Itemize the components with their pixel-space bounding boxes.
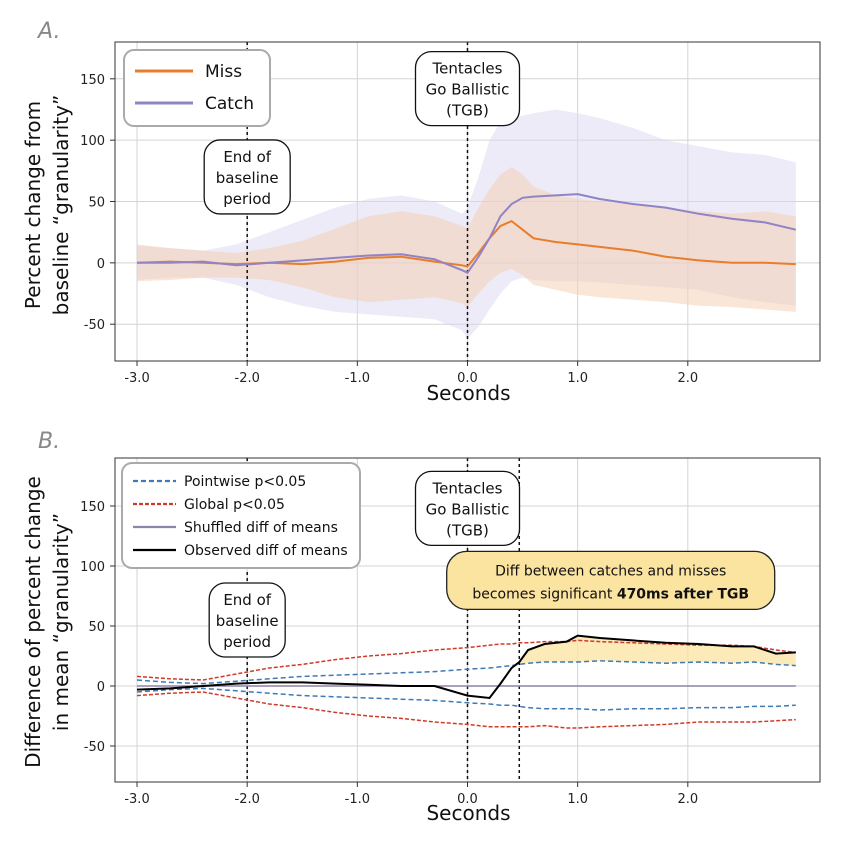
y-axis-title: baseline “granularity” [49, 95, 73, 316]
highlight-box [446, 550, 776, 611]
x-tick-label: -2.0 [235, 371, 260, 386]
significant-region [519, 635, 796, 666]
legend-label: Pointwise p<0.05 [184, 474, 306, 490]
legend-label: Catch [205, 94, 254, 114]
x-tick-label: -3.0 [124, 371, 149, 386]
x-tick-label: -1.0 [345, 371, 370, 386]
x-tick-label: 1.0 [567, 792, 588, 807]
y-axis-title: Difference of percent change [21, 476, 45, 768]
y-tick-label: 150 [80, 500, 105, 515]
x-tick-label: -2.0 [235, 792, 260, 807]
series-line-upper [136, 660, 796, 685]
callout-text: (TGB) [446, 521, 489, 539]
x-tick-label: -3.0 [124, 792, 149, 807]
callout-box [203, 139, 291, 215]
y-tick-label: 0 [97, 680, 105, 695]
highlight-line2: becomes significant 470ms after TGB [472, 586, 749, 602]
series-line-observed-diff-of-means [136, 634, 796, 700]
series-line-lower [136, 691, 796, 729]
x-tick-label: 2.0 [677, 371, 698, 386]
chart-panel-a: A. -3.0 -2.0 -1.0 0.0 1.0 2.0 -50 0 50 100 150 Secon… [21, 19, 821, 405]
y-tick-label: -50 [84, 318, 105, 333]
legend-label: Observed diff of means [184, 543, 348, 559]
callout-text: Tentacles [432, 60, 503, 78]
panel-label: A. [36, 19, 60, 44]
panel-label: B. [38, 429, 60, 454]
y-tick-label: 150 [80, 73, 105, 88]
y-tick-label: 100 [80, 134, 105, 149]
callout-box [414, 50, 521, 127]
callout-text: baseline [216, 169, 279, 187]
y-tick-label: 100 [80, 560, 105, 575]
callout-text: Go Ballistic [426, 500, 510, 518]
series-line-catch [137, 193, 797, 274]
callout-text: baseline [216, 612, 279, 630]
callout-text: (TGB) [446, 102, 489, 120]
callout-text: Go Ballistic [426, 81, 510, 99]
callout-text: period [223, 633, 271, 651]
highlight-line1: Diff between catches and misses [495, 563, 726, 579]
chart-panel-b: B. -3.0 -2.0 -1.0 0.0 1.0 2.0 -50 0 50 100 150 Secon… [21, 429, 821, 825]
series-line-lower [136, 687, 796, 711]
callout-text: End of [223, 148, 271, 166]
y-tick-label: 50 [88, 620, 105, 635]
legend-label: Shuffled diff of means [184, 520, 338, 536]
legend-label: Global p<0.05 [184, 497, 285, 513]
band-miss [137, 167, 796, 312]
y-axis-title: Percent change from [21, 101, 45, 309]
x-tick-label: 2.0 [677, 792, 698, 807]
legend-box [123, 49, 271, 127]
x-tick-label: 0.0 [457, 792, 478, 807]
x-tick-label: -1.0 [345, 792, 370, 807]
callout-box [208, 582, 286, 658]
legend-box [121, 462, 361, 569]
x-axis-title: Seconds [426, 381, 510, 405]
series-line-upper [136, 639, 796, 681]
callout-text: End of [223, 591, 271, 609]
x-tick-label: 1.0 [567, 371, 588, 386]
legend-label: Miss [205, 62, 242, 82]
y-tick-label: -50 [84, 740, 105, 755]
x-tick-label: 0.0 [457, 371, 478, 386]
x-axis-title: Seconds [426, 801, 510, 825]
callout-box [414, 470, 521, 547]
y-axis-title: in mean “granularity” [49, 513, 73, 731]
y-tick-label: 0 [97, 257, 105, 272]
y-tick-label: 50 [88, 196, 105, 211]
callout-text: Tentacles [432, 479, 503, 497]
callout-text: period [223, 190, 271, 208]
